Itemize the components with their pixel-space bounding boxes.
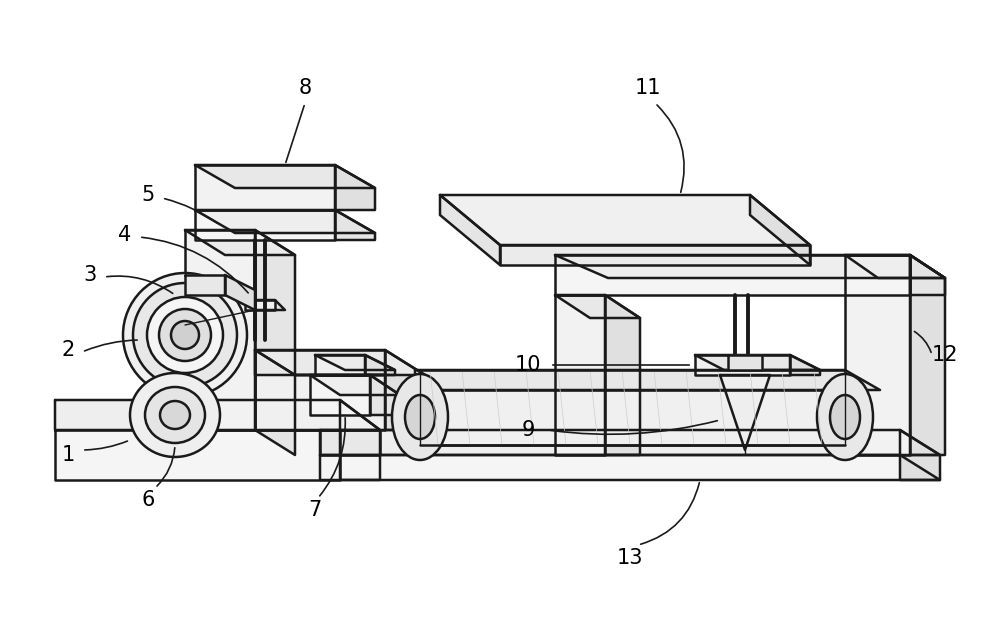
Text: 10: 10 (515, 355, 541, 375)
Polygon shape (415, 370, 880, 390)
Polygon shape (310, 375, 400, 395)
Polygon shape (320, 455, 940, 480)
Polygon shape (555, 295, 640, 318)
Polygon shape (255, 230, 295, 455)
Polygon shape (245, 300, 285, 310)
Text: 13: 13 (617, 548, 643, 568)
Ellipse shape (160, 401, 190, 429)
Polygon shape (790, 355, 820, 375)
Polygon shape (320, 430, 940, 455)
Polygon shape (750, 195, 810, 265)
Polygon shape (195, 210, 375, 233)
Ellipse shape (123, 273, 247, 397)
Ellipse shape (817, 374, 873, 460)
Polygon shape (335, 165, 375, 210)
Polygon shape (500, 245, 810, 265)
Polygon shape (195, 165, 335, 210)
Polygon shape (315, 355, 365, 375)
Polygon shape (185, 275, 225, 295)
Polygon shape (195, 210, 335, 240)
Polygon shape (845, 255, 945, 278)
Text: 5: 5 (141, 185, 155, 205)
Polygon shape (555, 255, 945, 278)
Polygon shape (720, 375, 770, 450)
Polygon shape (440, 195, 810, 245)
Text: 1: 1 (61, 445, 75, 465)
Polygon shape (255, 350, 385, 430)
Ellipse shape (147, 297, 223, 373)
Polygon shape (910, 255, 945, 455)
Text: 4: 4 (118, 225, 132, 245)
Polygon shape (555, 295, 605, 455)
Polygon shape (365, 355, 395, 375)
Text: 2: 2 (61, 340, 75, 360)
Polygon shape (605, 295, 640, 455)
Polygon shape (385, 350, 425, 430)
Polygon shape (910, 255, 945, 295)
Polygon shape (55, 400, 380, 430)
Polygon shape (340, 400, 380, 480)
Ellipse shape (145, 387, 205, 443)
Polygon shape (245, 300, 275, 310)
Text: 8: 8 (298, 78, 312, 98)
Text: 6: 6 (141, 490, 155, 510)
Polygon shape (255, 350, 385, 375)
Ellipse shape (392, 374, 448, 460)
Polygon shape (555, 255, 910, 295)
Polygon shape (185, 230, 255, 430)
Ellipse shape (133, 283, 237, 387)
Polygon shape (255, 350, 425, 375)
Text: 12: 12 (932, 345, 958, 365)
Polygon shape (55, 430, 340, 480)
Ellipse shape (130, 373, 220, 457)
Polygon shape (370, 375, 400, 415)
Polygon shape (695, 355, 820, 370)
Polygon shape (320, 430, 380, 455)
Polygon shape (195, 165, 375, 188)
Polygon shape (310, 375, 370, 415)
Polygon shape (415, 390, 845, 445)
Polygon shape (845, 255, 910, 455)
Polygon shape (900, 430, 940, 480)
Polygon shape (335, 210, 375, 240)
Ellipse shape (830, 395, 860, 439)
Polygon shape (315, 355, 395, 370)
Polygon shape (695, 355, 790, 375)
Ellipse shape (171, 321, 199, 349)
Ellipse shape (159, 309, 211, 361)
Ellipse shape (405, 395, 435, 439)
Text: 3: 3 (83, 265, 97, 285)
Text: 7: 7 (308, 500, 322, 520)
Text: 11: 11 (635, 78, 661, 98)
Polygon shape (440, 195, 500, 265)
Polygon shape (728, 355, 762, 370)
Polygon shape (185, 230, 295, 255)
Polygon shape (225, 275, 255, 310)
Text: 9: 9 (521, 420, 535, 440)
